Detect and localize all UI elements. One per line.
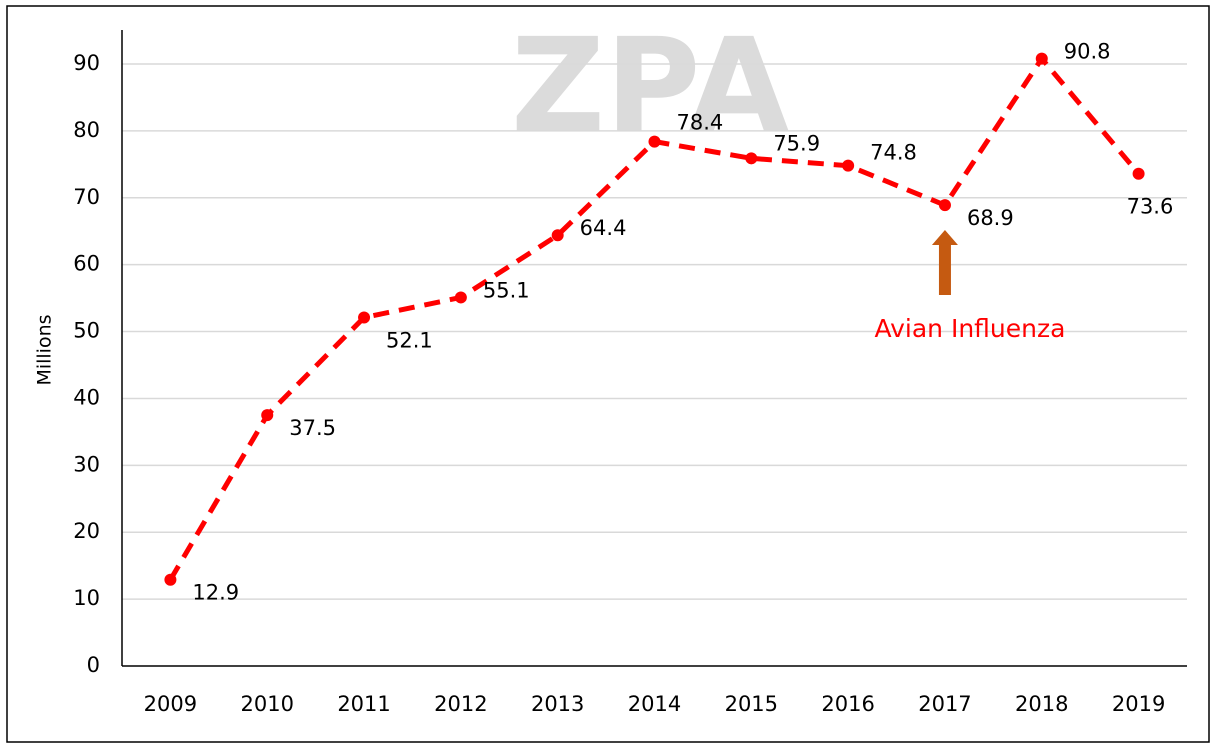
y-tick-label: 10 bbox=[73, 586, 100, 610]
x-tick-label: 2012 bbox=[434, 692, 487, 716]
y-tick-label: 80 bbox=[73, 118, 100, 142]
data-label: 75.9 bbox=[773, 131, 820, 155]
data-label: 37.5 bbox=[289, 416, 336, 440]
x-tick-label: 2014 bbox=[628, 692, 681, 716]
data-label: 78.4 bbox=[677, 111, 724, 135]
x-tick-label: 2016 bbox=[821, 692, 874, 716]
y-tick-label: 40 bbox=[73, 385, 100, 409]
data-label: 73.6 bbox=[1127, 195, 1174, 219]
data-label: 12.9 bbox=[192, 581, 239, 605]
y-tick-label: 0 bbox=[87, 653, 100, 677]
x-tick-label: 2019 bbox=[1112, 692, 1165, 716]
point bbox=[164, 574, 176, 586]
x-tick-label: 2015 bbox=[725, 692, 778, 716]
point bbox=[939, 199, 951, 211]
y-tick-label: 30 bbox=[73, 452, 100, 476]
data-label: 90.8 bbox=[1064, 40, 1111, 64]
point bbox=[552, 229, 564, 241]
x-tick-label: 2018 bbox=[1015, 692, 1068, 716]
y-tick-label: 90 bbox=[73, 51, 100, 75]
chart: ZPA Millions 010203040506070809020092010… bbox=[0, 0, 1210, 743]
annotation-arrow bbox=[932, 230, 958, 295]
data-label: 68.9 bbox=[967, 206, 1014, 230]
y-tick-label: 50 bbox=[73, 319, 100, 343]
data-label: 52.1 bbox=[386, 329, 433, 353]
x-tick-label: 2010 bbox=[241, 692, 294, 716]
point bbox=[1133, 168, 1145, 180]
y-axis-label: Millions bbox=[34, 314, 56, 385]
annotation: Avian Influenza bbox=[874, 314, 1065, 343]
point bbox=[1036, 53, 1048, 65]
x-tick-label: 2017 bbox=[918, 692, 971, 716]
data-label: 74.8 bbox=[870, 141, 917, 165]
point bbox=[649, 136, 661, 148]
y-tick-label: 70 bbox=[73, 185, 100, 209]
point bbox=[842, 160, 854, 172]
x-tick-label: 2011 bbox=[337, 692, 390, 716]
data-label: 55.1 bbox=[483, 278, 530, 302]
point bbox=[358, 312, 370, 324]
point bbox=[455, 291, 467, 303]
x-tick-label: 2009 bbox=[144, 692, 197, 716]
point bbox=[745, 152, 757, 164]
x-tick-label: 2013 bbox=[531, 692, 584, 716]
data-label: 64.4 bbox=[580, 216, 627, 240]
point bbox=[261, 409, 273, 421]
y-tick-label: 60 bbox=[73, 252, 100, 276]
y-tick-label: 20 bbox=[73, 519, 100, 543]
